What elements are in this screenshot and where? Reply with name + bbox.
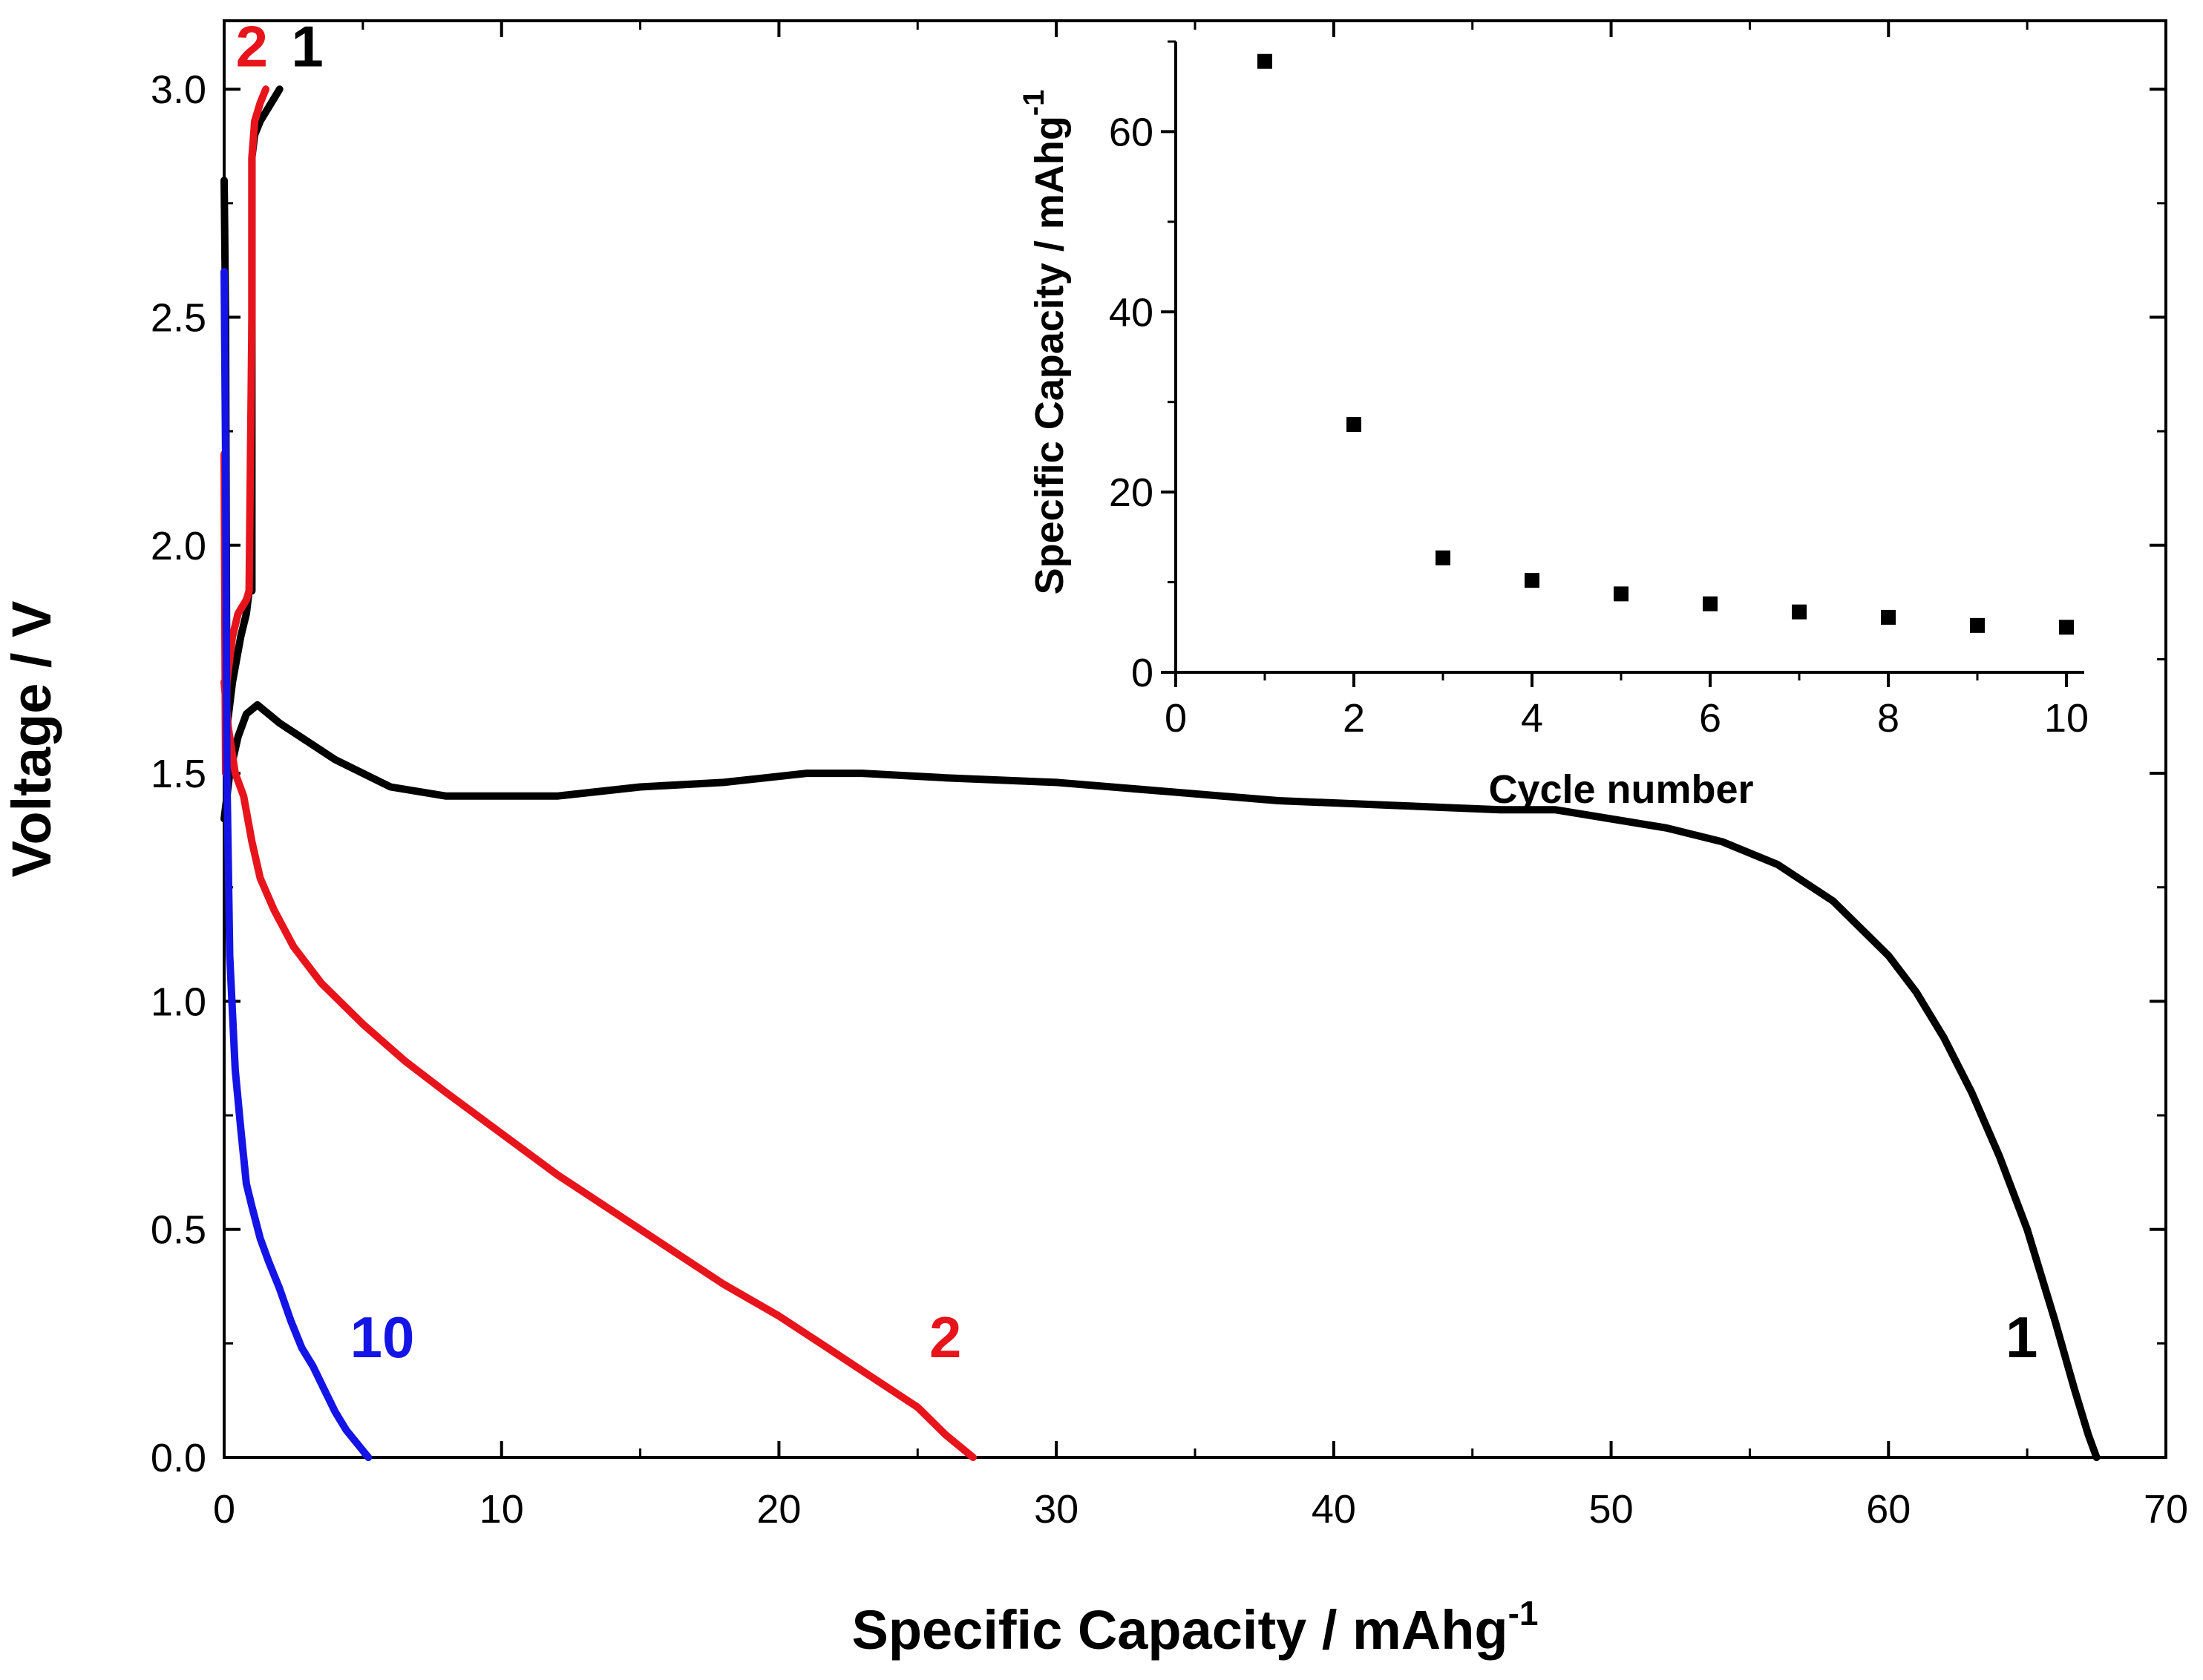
inset-y-tick-label: 60 — [1109, 110, 1153, 154]
x-axis-title-superscript: -1 — [1508, 1594, 1539, 1633]
x-tick-label: 40 — [1312, 1487, 1356, 1532]
x-tick-label: 60 — [1866, 1487, 1911, 1532]
inset-y-axis-title-superscript: -1 — [1018, 90, 1050, 117]
main-plot-frame — [223, 19, 2167, 1459]
series-line-10 — [220, 268, 373, 1461]
series-line-1-discharge — [220, 700, 2101, 1461]
x-tick-label: 30 — [1034, 1487, 1078, 1532]
inset-plot: 0 2 4 6 8 10 0 20 40 60 Cycle number Specific Capac… — [1018, 40, 2089, 812]
curve-label: 2 — [236, 13, 268, 79]
x-tick-label: 20 — [756, 1487, 801, 1532]
inset-x-tick-label: 2 — [1343, 696, 1365, 741]
inset-data-point — [1881, 609, 1896, 625]
inset-y-tick-label: 40 — [1109, 290, 1153, 335]
y-tick-label: 0.5 — [151, 1208, 206, 1253]
inset-y-axis-title: Specific Capacity / mAhg-1 — [1018, 90, 1072, 595]
x-tick-label: 50 — [1589, 1487, 1634, 1532]
inset-y-tick-label: 0 — [1131, 651, 1153, 695]
inset-data-point — [1614, 586, 1628, 602]
inset-y-tick-label: 20 — [1109, 470, 1153, 515]
x-tick-label: 0 — [213, 1487, 235, 1532]
series-line-2-discharge — [220, 678, 977, 1461]
inset-x-axis-title: Cycle number — [1488, 767, 1753, 812]
x-tick-label: 70 — [2144, 1487, 2188, 1532]
y-tick-label: 3.0 — [151, 68, 206, 112]
main-plot: 0 10 20 30 40 50 60 700.00.51.01.52.02.53.0Spec… — [1, 13, 2188, 1661]
inset-x-tick-label: 6 — [1699, 696, 1721, 741]
inset-data-point — [1703, 596, 1718, 611]
inset-data-point — [1525, 573, 1539, 588]
inset-data-point — [1436, 550, 1450, 565]
curve-label: 10 — [350, 1305, 415, 1370]
curve-label: 1 — [291, 13, 323, 79]
y-axis-title: Voltage / V — [1, 601, 62, 878]
y-tick-label: 0.0 — [151, 1436, 206, 1480]
y-tick-label: 1.0 — [151, 980, 206, 1024]
inset-data-point — [1792, 604, 1807, 620]
y-tick-label: 2.5 — [151, 295, 206, 340]
inset-data-point — [1346, 417, 1361, 433]
curve-label: 1 — [2006, 1305, 2037, 1370]
inset-x-tick-label: 4 — [1521, 696, 1543, 741]
curve-label: 2 — [929, 1305, 961, 1370]
inset-data-point — [2059, 620, 2074, 635]
inset-x-tick-label: 10 — [2044, 696, 2089, 741]
inset-data-point — [1970, 617, 1985, 633]
inset-x-tick-label: 8 — [1877, 696, 1899, 741]
x-tick-label: 10 — [479, 1487, 524, 1532]
y-tick-label: 2.0 — [151, 524, 206, 568]
inset-x-tick-label: 0 — [1165, 696, 1187, 741]
y-tick-label: 1.5 — [151, 752, 206, 796]
inset-data-point — [1257, 53, 1272, 69]
x-axis-title: Specific Capacity / mAhg-1 — [851, 1594, 1538, 1661]
